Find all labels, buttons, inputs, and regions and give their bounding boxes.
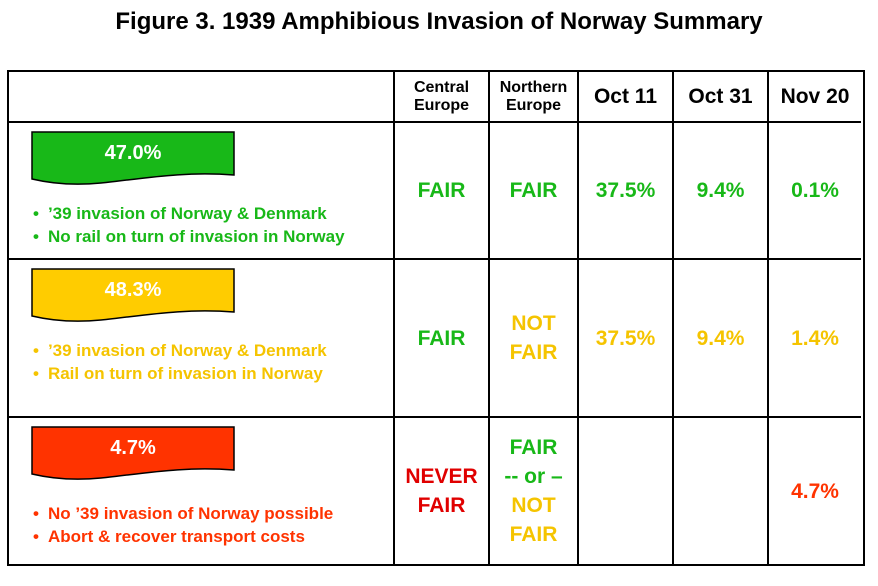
status-text: FAIR xyxy=(509,341,558,364)
header-northern-line2: Europe xyxy=(505,96,562,114)
central-europe-status: NEVER FAIR xyxy=(395,418,490,564)
nov20-value: 1.4% xyxy=(769,260,861,418)
bullet-item: ’39 invasion of Norway & Denmark xyxy=(33,339,327,362)
bullet-item: No ’39 invasion of Norway possible xyxy=(33,502,333,525)
flag-shape xyxy=(31,268,235,322)
percent-label: 48.3% xyxy=(104,279,162,301)
summary-table: Central Europe Northern Europe Oct 11 Oct … xyxy=(7,70,865,566)
northern-europe-status: NOT FAIR xyxy=(490,260,579,418)
status-text: FAIR xyxy=(417,179,466,202)
header-nov20: Nov 20 xyxy=(769,72,861,123)
flag-shape xyxy=(31,426,235,480)
row-description: 47.0% ’39 invasion of Norway & Denmark N… xyxy=(9,123,395,260)
oct31-value: 9.4% xyxy=(674,123,769,260)
northern-europe-status: FAIR -- or – NOT FAIR xyxy=(490,418,579,564)
bullet-item: ’39 invasion of Norway & Denmark xyxy=(33,202,345,225)
status-text: NOT xyxy=(511,494,556,517)
bullet-list: ’39 invasion of Norway & Denmark No rail… xyxy=(33,202,345,248)
row-description: 48.3% ’39 invasion of Norway & Denmark R… xyxy=(9,260,395,418)
oct31-value: 9.4% xyxy=(674,260,769,418)
nov20-value: 4.7% xyxy=(791,479,839,503)
oct11-value: 37.5% xyxy=(579,123,674,260)
figure-title: Figure 3. 1939 Amphibious Invasion of No… xyxy=(115,8,763,35)
central-europe-status: FAIR xyxy=(395,123,490,260)
percent-label: 4.7% xyxy=(110,437,156,459)
status-text: FAIR xyxy=(509,436,558,459)
oct31-value xyxy=(674,418,769,564)
header-northern-europe: Northern Europe xyxy=(490,72,579,123)
status-text: -- or – xyxy=(504,465,563,488)
bullet-item: Abort & recover transport costs xyxy=(33,525,333,548)
header-central-europe: Central Europe xyxy=(395,72,490,123)
bullet-item: Rail on turn of invasion in Norway xyxy=(33,362,327,385)
header-northern-line1: Northern xyxy=(499,78,568,96)
status-text: NEVER xyxy=(405,465,478,488)
central-europe-status: FAIR xyxy=(395,260,490,418)
percent-flag: 47.0% xyxy=(31,131,235,186)
flag-shape xyxy=(31,131,235,185)
header-oct11: Oct 11 xyxy=(579,72,674,123)
status-text: FAIR xyxy=(417,326,466,350)
header-central-line1: Central xyxy=(413,78,470,96)
bullet-list: ’39 invasion of Norway & Denmark Rail on… xyxy=(33,339,327,385)
bullet-item: No rail on turn of invasion in Norway xyxy=(33,225,345,248)
bullet-list: No ’39 invasion of Norway possible Abort… xyxy=(33,502,333,548)
percent-flag: 4.7% xyxy=(31,426,235,481)
status-text: FAIR xyxy=(417,494,466,517)
header-central-line2: Europe xyxy=(413,96,470,114)
percent-flag: 48.3% xyxy=(31,268,235,323)
status-text: FAIR xyxy=(509,179,558,202)
row-description: 4.7% No ’39 invasion of Norway possible … xyxy=(9,418,395,564)
percent-label: 47.0% xyxy=(104,142,162,164)
northern-europe-status: FAIR xyxy=(490,123,579,260)
header-blank xyxy=(9,72,395,123)
oct11-value: 37.5% xyxy=(579,260,674,418)
nov20-value: 0.1% xyxy=(769,123,861,260)
header-oct31: Oct 31 xyxy=(674,72,769,123)
status-text: FAIR xyxy=(509,523,558,546)
oct11-value xyxy=(579,418,674,564)
status-text: NOT xyxy=(511,312,556,335)
